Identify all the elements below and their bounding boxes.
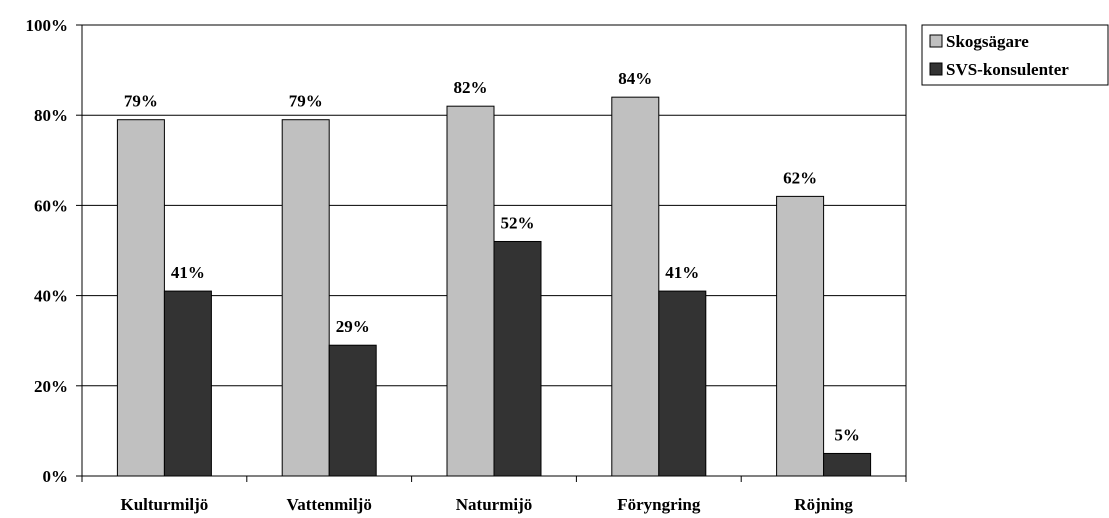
legend-border: [921, 24, 1109, 86]
data-label-skogs-gare-naturmij: 82%: [454, 78, 488, 97]
data-label-skogs-gare-vattenmilj: 79%: [289, 92, 323, 111]
bar-svs-konsulenter-naturmij: [493, 240, 542, 477]
bar-skogs-gare-r-jning: [776, 195, 825, 477]
y-tick-label: 100%: [26, 16, 69, 35]
data-label-svs-konsulenter-f-ryngring: 41%: [665, 263, 699, 282]
legend: Skogsägare SVS-konsulenter: [921, 24, 1109, 86]
data-label-skogs-gare-f-ryngring: 84%: [618, 69, 652, 88]
legend-swatch-skogsagare: [929, 34, 943, 48]
legend-swatch-svs-konsulenter: [929, 62, 943, 76]
data-label-svs-konsulenter-kulturmilj: 41%: [171, 263, 205, 282]
bar-skogs-gare-vattenmilj: [281, 119, 330, 477]
x-tick-label-kulturmilj: Kulturmiljö: [120, 495, 208, 514]
x-tick-label-f-ryngring: Föryngring: [617, 495, 701, 514]
x-tick-label-vattenmilj: Vattenmiljö: [287, 495, 372, 514]
y-tick-label: 0%: [43, 467, 69, 486]
data-label-svs-konsulenter-vattenmilj: 29%: [336, 317, 370, 336]
legend-label-svs-konsulenter: SVS-konsulenter: [946, 60, 1069, 79]
y-tick-label: 60%: [34, 196, 68, 215]
y-tick-label: 40%: [34, 287, 68, 306]
y-axis: 0% 20% 40% 60% 80% 100%: [26, 16, 82, 486]
bar-svs-konsulenter-kulturmilj: [163, 290, 212, 477]
bar-svs-konsulenter-vattenmilj: [328, 344, 377, 477]
bar-skogs-gare-kulturmilj: [116, 119, 165, 477]
bars: [116, 96, 872, 477]
data-label-svs-konsulenter-naturmij: 52%: [501, 213, 535, 232]
data-labels: 79% 41% 79% 29% 82% 52% 84% 41% 62% 5%: [124, 69, 860, 444]
x-tick-label-r-jning: Röjning: [794, 495, 853, 514]
data-label-skogs-gare-kulturmilj: 79%: [124, 92, 158, 111]
legend-label-skogsagare: Skogsägare: [946, 32, 1029, 51]
y-tick-label: 20%: [34, 377, 68, 396]
bar-svs-konsulenter-r-jning: [823, 452, 872, 477]
data-label-skogs-gare-r-jning: 62%: [783, 168, 817, 187]
bar-svs-konsulenter-f-ryngring: [658, 290, 707, 477]
x-axis: Kulturmiljö Vattenmiljö Naturmijö Föryngrin…: [81, 476, 907, 514]
bar-skogs-gare-f-ryngring: [611, 96, 660, 477]
bar-skogs-gare-naturmij: [446, 105, 495, 477]
data-label-svs-konsulenter-r-jning: 5%: [834, 425, 860, 444]
x-tick-label-naturmij: Naturmijö: [456, 495, 532, 514]
y-tick-label: 80%: [34, 106, 68, 125]
